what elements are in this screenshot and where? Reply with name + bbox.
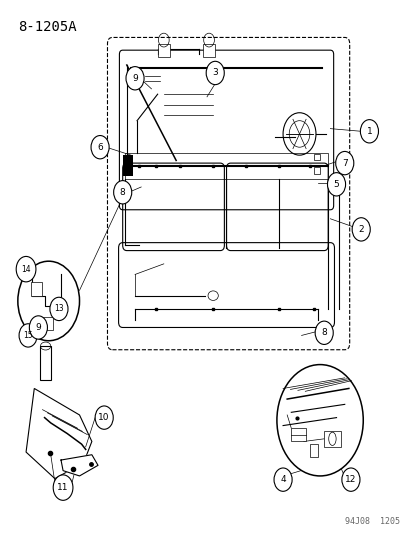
Text: 1: 1	[366, 127, 371, 136]
Circle shape	[341, 468, 359, 491]
Text: 4: 4	[280, 475, 285, 484]
Circle shape	[91, 135, 109, 159]
Circle shape	[314, 321, 332, 344]
Bar	[323, 431, 340, 447]
Text: 11: 11	[57, 483, 69, 492]
Text: 15: 15	[23, 331, 33, 340]
Circle shape	[50, 297, 68, 320]
Text: 14: 14	[21, 265, 31, 273]
Circle shape	[359, 119, 377, 143]
Circle shape	[19, 324, 37, 347]
Bar	[291, 428, 305, 441]
Bar	[309, 444, 317, 457]
Circle shape	[335, 151, 353, 175]
Text: 7: 7	[341, 159, 347, 167]
Bar	[31, 282, 42, 296]
Text: 2: 2	[358, 225, 363, 234]
Polygon shape	[26, 389, 92, 479]
Circle shape	[351, 217, 369, 241]
Bar	[124, 152, 328, 179]
Bar	[122, 155, 133, 176]
Text: 94J08  1205: 94J08 1205	[344, 518, 399, 526]
Text: 9: 9	[36, 323, 41, 332]
Bar	[157, 44, 170, 57]
Text: 8: 8	[119, 188, 125, 197]
Text: 3: 3	[212, 68, 218, 77]
Text: 5: 5	[333, 180, 339, 189]
Text: 8-1205A: 8-1205A	[18, 20, 76, 34]
Circle shape	[276, 365, 362, 476]
Circle shape	[29, 316, 47, 339]
Circle shape	[327, 173, 345, 196]
Circle shape	[273, 468, 292, 491]
Polygon shape	[61, 455, 98, 476]
Text: 6: 6	[97, 143, 103, 152]
Bar	[40, 317, 53, 330]
Circle shape	[53, 475, 73, 500]
Circle shape	[126, 67, 144, 90]
Circle shape	[95, 406, 113, 429]
Circle shape	[16, 256, 36, 282]
Bar	[202, 44, 215, 57]
Text: 9: 9	[132, 74, 138, 83]
Text: 10: 10	[98, 413, 110, 422]
Text: 12: 12	[344, 475, 356, 484]
Bar	[313, 154, 319, 160]
Text: 8: 8	[320, 328, 326, 337]
Text: 13: 13	[54, 304, 64, 313]
Bar	[313, 167, 319, 174]
Circle shape	[18, 261, 79, 341]
Bar	[40, 346, 51, 381]
Circle shape	[114, 181, 131, 204]
Circle shape	[206, 61, 224, 85]
